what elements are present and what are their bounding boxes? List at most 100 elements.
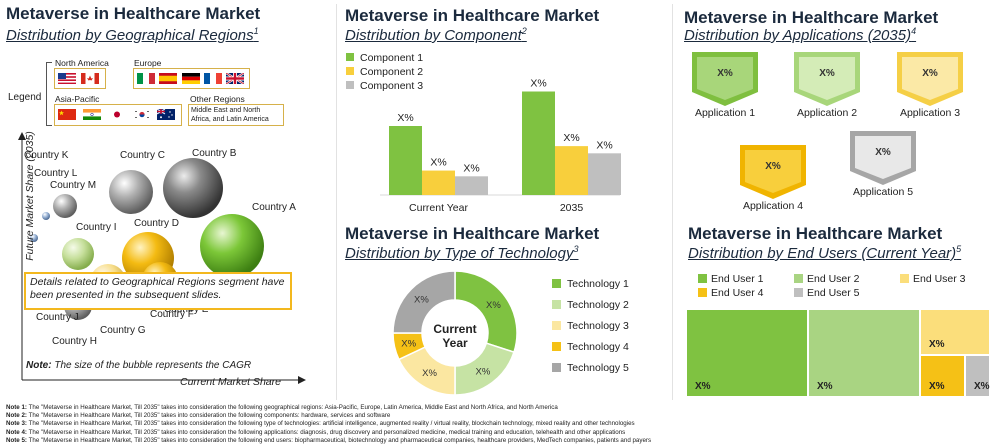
legend-technology-5: Technology 5 — [552, 362, 629, 376]
component-subtitle: Distribution by Component2 — [345, 26, 527, 44]
legend-swatch-technology-1 — [552, 279, 561, 288]
bubble-country-l — [42, 212, 50, 220]
legend-bracket-top — [46, 62, 52, 63]
badge-value-2: X% — [819, 68, 835, 79]
legend-technology-2: Technology 2 — [552, 299, 629, 313]
bubble-country-m — [53, 194, 77, 218]
badge-value-3: X% — [922, 68, 938, 79]
bar-label-component-3-current-year: X% — [463, 162, 479, 174]
donut-slice-technology-1 — [454, 270, 518, 354]
badge-value-1: X% — [717, 68, 733, 79]
donut-label-technology-3: X% — [422, 368, 437, 379]
legend-bracket-bottom — [46, 125, 52, 126]
end-users-subtitle: Distribution by End Users (Current Year)… — [688, 244, 962, 262]
badge-inner-4 — [745, 150, 801, 193]
legend-text-technology-2: Technology 2 — [567, 299, 629, 311]
legend-text-technology-3: Technology 3 — [567, 320, 629, 332]
footnote-2: Note 2: The "Metaverse in Healthcare Mar… — [6, 412, 391, 420]
bubble-label-country-m: Country M — [50, 180, 96, 191]
legend-swatch-component-3 — [346, 81, 354, 89]
bubble-label-country-f: Country F — [150, 309, 194, 320]
legend-bracket — [46, 62, 48, 126]
divider-2 — [672, 4, 673, 400]
footnotes: Note 1: The "Metaverse in Healthcare Mar… — [6, 404, 996, 445]
geo-title: Metaverse in Healthcare Market — [6, 4, 261, 23]
legend-end-user-2: End User 2 — [794, 273, 860, 285]
bar-label-component-2-current-year: X% — [430, 157, 446, 169]
legend-swatch-end-user-4 — [698, 288, 707, 297]
bubble-label-country-b: Country B — [192, 148, 237, 159]
badge-value-4: X% — [765, 161, 781, 172]
footnote-4: Note 4: The "Metaverse in Healthcare Mar… — [6, 428, 626, 436]
europe-flags — [133, 68, 250, 89]
treemap-label-end-user-4: X% — [929, 381, 945, 392]
legend-technology-4: Technology 4 — [552, 341, 629, 355]
germany-flag-icon — [182, 73, 200, 84]
badge-inner-2 — [799, 57, 855, 100]
donut-label-technology-2: X% — [476, 366, 491, 377]
donut-label-technology-4: X% — [401, 338, 416, 349]
applications-title: Metaverse in Healthcare Market — [684, 8, 939, 27]
japan-flag-icon — [108, 109, 126, 120]
legend-end-user-4: End User 4 — [698, 287, 764, 299]
legend-swatch-technology-2 — [552, 300, 561, 309]
usa-flag-icon — [58, 73, 76, 84]
end-users-treemap: X% X% X% X% X% — [686, 309, 990, 397]
other-regions-desc: Middle East and North Africa, and Latin … — [188, 104, 284, 126]
spain-flag-icon — [159, 73, 177, 84]
legend-text-end-user-5: End User 5 — [807, 287, 860, 299]
application-badge-3: X% — [897, 52, 963, 106]
component-bar-chart: Component 1 Component 2 Component 3 X% X% X%… — [346, 52, 621, 214]
legend-component-2: Component 2 — [360, 66, 423, 78]
region-asia-pacific: Asia-Pacific — [55, 94, 100, 104]
badge-inner-5 — [855, 136, 911, 179]
australia-flag-icon — [157, 109, 175, 120]
footnote-5: Note 5: The "Metaverse in Healthcare Mar… — [6, 436, 652, 444]
end-users-legend: End User 1 End User 2 End User 3 End User 4… — [698, 273, 998, 303]
bubble-label-country-a: Country A — [252, 202, 296, 213]
bubble-label-country-k: Country K — [24, 150, 69, 161]
component-title: Metaverse in Healthcare Market — [345, 6, 600, 25]
legend-text-end-user-1: End User 1 — [711, 273, 764, 285]
legend-swatch-end-user-2 — [794, 274, 803, 283]
bubble-label-country-i: Country I — [76, 222, 117, 233]
technology-donut-chart: X% X% X% X% X% — [392, 270, 518, 396]
application-label-4: Application 4 — [742, 200, 804, 212]
bubble-label-country-h: Country H — [52, 336, 97, 347]
bubble-country-k — [30, 234, 38, 242]
canada-flag-icon — [81, 73, 99, 84]
treemap-block-end-user-4: X% — [920, 355, 965, 397]
uk-flag-icon — [226, 73, 244, 84]
legend-text-end-user-2: End User 2 — [807, 273, 860, 285]
north-america-flags — [54, 68, 106, 89]
y-axis-label: Future Market Share (2035) — [24, 131, 36, 261]
bubble-size-note: Note: The size of the bubble represents … — [26, 360, 252, 371]
donut-label-technology-5: X% — [414, 294, 429, 305]
treemap-label-end-user-5: X% — [974, 381, 990, 392]
legend-text-end-user-4: End User 4 — [711, 287, 764, 299]
bubble-country-i — [62, 238, 94, 270]
bar-component-1-current-year — [389, 126, 422, 195]
donut-center-label: Current Year — [433, 322, 477, 350]
legend-label: Legend — [8, 92, 42, 103]
x-axis-label: Current Market Share — [180, 376, 281, 388]
korea-flag-icon — [133, 109, 151, 120]
legend-text-end-user-3: End User 3 — [913, 273, 966, 285]
footnote-3: Note 3: The "Metaverse in Healthcare Mar… — [6, 420, 635, 428]
treemap-block-end-user-2: X% — [808, 309, 920, 397]
legend-text-technology-1: Technology 1 — [567, 278, 629, 290]
bubble-country-b — [163, 158, 223, 218]
application-badge-4: X% — [740, 145, 806, 199]
bar-label-component-3-2035: X% — [596, 139, 612, 151]
bubble-label-country-l: Country L — [34, 168, 78, 179]
application-badge-2: X% — [794, 52, 860, 106]
application-label-5: Application 5 — [852, 186, 914, 198]
bubble-country-a — [200, 214, 264, 278]
bar-label-component-1-2035: X% — [530, 78, 546, 90]
application-label-3: Application 3 — [899, 107, 961, 119]
badge-inner-3 — [902, 57, 958, 100]
asia-pacific-flags — [54, 104, 182, 126]
application-badge-5: X% — [850, 131, 916, 185]
legend-swatch-end-user-5 — [794, 288, 803, 297]
legend-swatch-component-2 — [346, 67, 354, 75]
